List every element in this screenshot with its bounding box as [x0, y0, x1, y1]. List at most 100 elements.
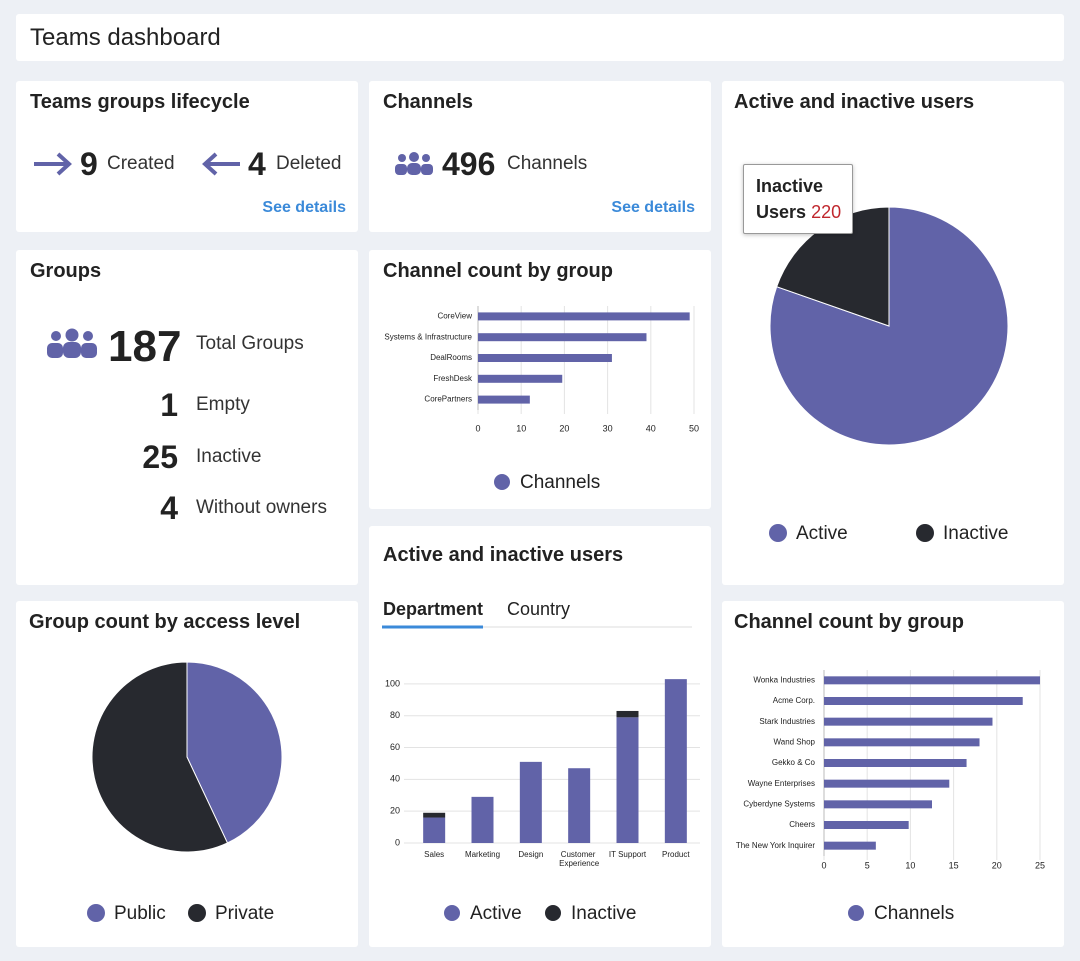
card-title: Channel count by group — [383, 260, 613, 282]
x-tick-label: 5 — [865, 860, 870, 870]
access-level-card: Group count by access level — [16, 601, 358, 947]
y-tick-label: 40 — [390, 774, 400, 784]
y-tick-label: 100 — [385, 678, 400, 688]
bar — [824, 779, 950, 788]
legend-label: Inactive — [943, 523, 1008, 544]
legend-marker — [916, 524, 934, 542]
stat-label: Inactive — [196, 446, 262, 467]
card-title: Active and inactive users — [734, 91, 975, 113]
channel-count-card: Channel count by group — [722, 601, 1064, 947]
stat-value: 25 — [142, 439, 178, 475]
card-title: Channel count by group — [734, 611, 964, 633]
bar — [824, 738, 980, 747]
created-count: 9 — [80, 146, 98, 182]
y-tick-label: CorePartners — [424, 395, 472, 404]
stat-value: 1 — [160, 387, 178, 423]
y-tick-label: FreshDesk — [433, 374, 473, 383]
bar — [478, 395, 530, 404]
see-details-link[interactable]: See details — [262, 199, 346, 216]
tooltip: Inactive Users 220 — [743, 164, 853, 234]
tooltip-label: Users — [756, 202, 807, 222]
bar-segment — [423, 812, 446, 818]
y-tick-label: 0 — [395, 837, 400, 847]
bar-segment — [616, 710, 639, 718]
tooltip-title: Inactive — [756, 176, 824, 196]
y-tick-label: Gekko & Co — [772, 758, 816, 767]
card-title: Groups — [30, 260, 102, 282]
x-tick-label: 20 — [559, 423, 569, 433]
bar — [478, 374, 563, 383]
tab[interactable]: Department — [383, 599, 483, 619]
legend-label: Inactive — [571, 903, 636, 924]
y-tick-label: 20 — [390, 806, 400, 816]
page-title: Teams dashboard — [30, 24, 221, 51]
y-tick-label: Stark Industries — [759, 717, 815, 726]
x-tick-label: 25 — [1035, 860, 1045, 870]
x-tick-label: Design — [518, 850, 543, 859]
legend-marker — [545, 905, 561, 921]
people-icon — [47, 328, 97, 358]
total-groups-label: Total Groups — [196, 333, 304, 354]
header: Teams dashboard — [16, 14, 1064, 61]
bar-segment — [423, 817, 446, 843]
legend-label: Active — [470, 903, 522, 924]
stat-value: 4 — [160, 490, 178, 526]
stat-label: Without owners — [196, 497, 327, 518]
bar-segment — [471, 796, 494, 843]
channels-card: Channels 496 Channels See details — [369, 81, 711, 232]
y-tick-label: CoreView — [437, 312, 472, 321]
bar-segment — [616, 717, 639, 843]
x-tick-label: Sales — [424, 850, 444, 859]
people-icon — [395, 152, 433, 175]
bar-segment — [664, 679, 687, 843]
card-title: Group count by access level — [29, 611, 301, 633]
total-groups: 187 — [108, 322, 182, 371]
card-title: Teams groups lifecycle — [30, 91, 250, 113]
bar-segment — [519, 761, 542, 843]
x-tick-label: IT Support — [609, 850, 647, 859]
y-tick-label: Wayne Enterprises — [748, 779, 815, 788]
bar — [824, 841, 876, 850]
x-tick-label: 30 — [603, 423, 613, 433]
y-tick-label: Cheers — [789, 820, 815, 829]
created-label: Created — [107, 153, 175, 174]
tooltip-value: 220 — [811, 202, 842, 222]
pie-slice — [186, 661, 283, 844]
bar — [478, 333, 647, 342]
legend-marker — [494, 474, 510, 490]
channel-label: Channels — [507, 153, 588, 174]
arrow-right-icon — [34, 152, 72, 176]
bar-segment — [568, 768, 591, 843]
x-tick-label: 20 — [992, 860, 1002, 870]
x-tick-label: 40 — [646, 423, 656, 433]
bar — [824, 697, 1023, 705]
bar — [824, 821, 909, 829]
legend-marker — [87, 904, 105, 922]
see-details-link[interactable]: See details — [611, 199, 695, 216]
y-tick-label: DealRooms — [430, 353, 472, 362]
legend-label: Active — [796, 523, 848, 544]
y-tick-label: Wonka Industries — [753, 675, 815, 684]
y-tick-label: Wand Shop — [773, 737, 815, 746]
x-tick-label: Marketing — [465, 850, 500, 859]
card-title: Channels — [383, 91, 474, 113]
tab[interactable]: Country — [507, 599, 570, 619]
legend-label: Channels — [520, 472, 600, 493]
users-bar-card: Active and inactive users — [369, 526, 711, 947]
x-tick-label: 0 — [821, 860, 826, 870]
y-tick-label: Systems & Infrastructure — [384, 332, 472, 341]
x-tick-label: 50 — [689, 423, 699, 433]
tooltip-body: Users 220 — [756, 202, 841, 223]
legend-label: Channels — [874, 903, 954, 924]
channel-count: 496 — [442, 146, 496, 182]
x-tick-label: 15 — [949, 860, 959, 870]
bar — [824, 717, 993, 726]
x-tick-label: 10 — [516, 423, 526, 433]
groups-card: Groups 187 Total Groups 1 Empty 25 Inact… — [16, 250, 358, 585]
x-tick-label: Product — [662, 850, 690, 859]
x-tick-label: Customer Experience — [559, 850, 600, 868]
x-tick-label: 10 — [905, 860, 915, 870]
legend-marker — [848, 905, 864, 921]
